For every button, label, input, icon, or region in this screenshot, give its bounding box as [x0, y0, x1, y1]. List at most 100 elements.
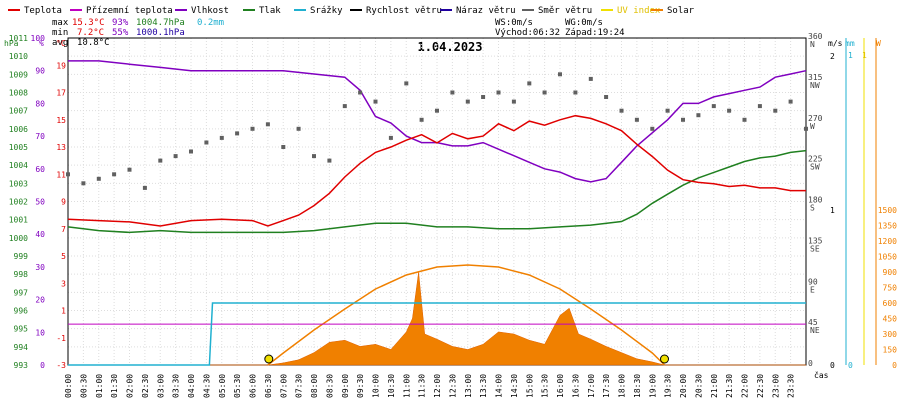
wind-dir-point [66, 172, 70, 177]
time-tick-label: 07:00 [279, 374, 288, 398]
wind-dir-point [142, 185, 147, 190]
time-tick-label: 15:30 [541, 374, 550, 398]
wind-dir-point [265, 122, 270, 127]
solar-tick-label: 1350 [878, 222, 897, 231]
hum-tick-label: 60 [35, 165, 45, 174]
hpa-tick-label: 1010 [9, 52, 28, 61]
wind-dir-point [527, 81, 532, 86]
wind-dir-point [665, 108, 670, 113]
wind-dir-point [112, 172, 117, 177]
solar-tick-label: 300 [883, 330, 898, 339]
stat-avg-label: avg [52, 38, 68, 48]
legend-label: Solar [667, 6, 695, 16]
time-tick-label: 12:30 [448, 374, 457, 398]
time-tick-label: 04:30 [202, 374, 211, 398]
x-unit: čas [814, 370, 829, 380]
wind-dir-point [619, 108, 624, 113]
temp-tick-label: 9 [61, 198, 66, 207]
hpa-tick-label: 1004 [9, 161, 28, 170]
hum-tick-label: 90 [35, 67, 45, 76]
wind-dir-point [696, 113, 701, 118]
wind-dir-point [604, 95, 609, 99]
wind-dir-point [558, 72, 562, 77]
time-tick-label: 21:30 [725, 374, 734, 398]
hpa-tick-label: 993 [14, 361, 29, 370]
time-tick-label: 18:00 [618, 374, 627, 398]
wind-dir-point [634, 117, 639, 122]
hum-tick-label: 50 [35, 198, 45, 207]
time-tick-label: 11:30 [418, 374, 427, 398]
time-tick-label: 15:00 [525, 374, 534, 398]
wind-dir-point [711, 104, 716, 109]
hum-tick-label: 80 [35, 99, 45, 108]
dir-tick-label: 135 [808, 236, 823, 245]
legend-label: Srážky [310, 6, 343, 16]
wind-dir-point [481, 95, 486, 99]
legend-label: Přízemní teplota [86, 6, 173, 16]
wind-dir-point [250, 126, 255, 131]
hpa-tick-label: 1003 [9, 179, 28, 188]
temp-tick-label: 19 [56, 61, 66, 70]
hpa-tick-label: 1001 [9, 216, 28, 225]
dir-tick-name: NE [810, 326, 820, 335]
dir-tick-label: 225 [808, 155, 823, 164]
wind-dir-point [757, 104, 762, 109]
hum-tick-label: 20 [35, 296, 45, 305]
hum-tick-label: 70 [35, 132, 45, 141]
stat-min-temp: 7.2°C [77, 28, 104, 38]
time-tick-label: 19:30 [664, 374, 673, 398]
time-tick-label: 04:00 [187, 374, 196, 398]
wind-dir-point [573, 90, 578, 95]
wind-dir-point [404, 81, 409, 86]
dir-tick-label: 270 [808, 114, 823, 123]
temp-tick-label: 13 [56, 143, 66, 152]
axes: 1011101010091008100710061005100410031002… [4, 32, 897, 398]
time-tick-label: 01:30 [110, 374, 119, 398]
hum-tick-label: 40 [35, 230, 45, 239]
hum-unit: % [39, 39, 44, 48]
wind-tick-label: 1 [830, 206, 835, 215]
time-tick-label: 17:30 [602, 374, 611, 398]
temp-unit: °C [56, 39, 66, 48]
legend-label: Vlhkost [191, 6, 229, 16]
hpa-tick-label: 1007 [9, 107, 28, 116]
solar-tick-label: 750 [883, 284, 898, 293]
time-tick-label: 16:30 [571, 374, 580, 398]
plot-area [66, 60, 808, 366]
time-tick-label: 20:00 [679, 374, 688, 398]
time-tick-label: 08:00 [310, 374, 319, 398]
wind-dir-point [465, 99, 470, 104]
hpa-tick-label: 994 [14, 343, 29, 352]
stats-block: max 15.3°C 93% 1004.7hPa 0.2mm min 7.2°C… [52, 18, 625, 48]
wind-dir-point [158, 158, 163, 163]
time-tick-label: 23:00 [771, 374, 780, 398]
rain-tick-label: 1 [848, 51, 853, 60]
legend-label: Tlak [259, 6, 281, 16]
rain-line [68, 302, 806, 366]
wind-dir-point [511, 99, 516, 104]
wind-dir-point [496, 90, 501, 95]
wind-unit: m/s [828, 39, 843, 48]
wind-dir-point [312, 154, 316, 159]
time-tick-label: 03:30 [172, 374, 181, 398]
hpa-tick-label: 998 [14, 270, 29, 279]
time-tick-label: 07:30 [295, 374, 304, 398]
wind-dir-point [173, 154, 178, 159]
wind-dir-point [804, 126, 808, 131]
wind-dir-point [388, 135, 393, 140]
wind-dir-point [742, 117, 747, 122]
time-tick-label: 00:00 [64, 374, 73, 398]
series-line-tlak [67, 149, 807, 234]
wind-tick-label: 2 [830, 52, 835, 61]
info-sunset: Západ:19:24 [565, 28, 625, 38]
time-tick-label: 23:30 [787, 374, 796, 398]
wind-dir-point [681, 117, 685, 122]
hum-tick-label: 10 [35, 328, 45, 337]
time-tick-label: 01:00 [95, 374, 104, 398]
dir-tick-label: 360 [808, 32, 823, 41]
hpa-tick-label: 1008 [9, 89, 28, 98]
time-tick-label: 18:30 [633, 374, 642, 398]
legend-label: Rychlost větru [366, 6, 442, 16]
wind-dir-point [450, 90, 455, 95]
